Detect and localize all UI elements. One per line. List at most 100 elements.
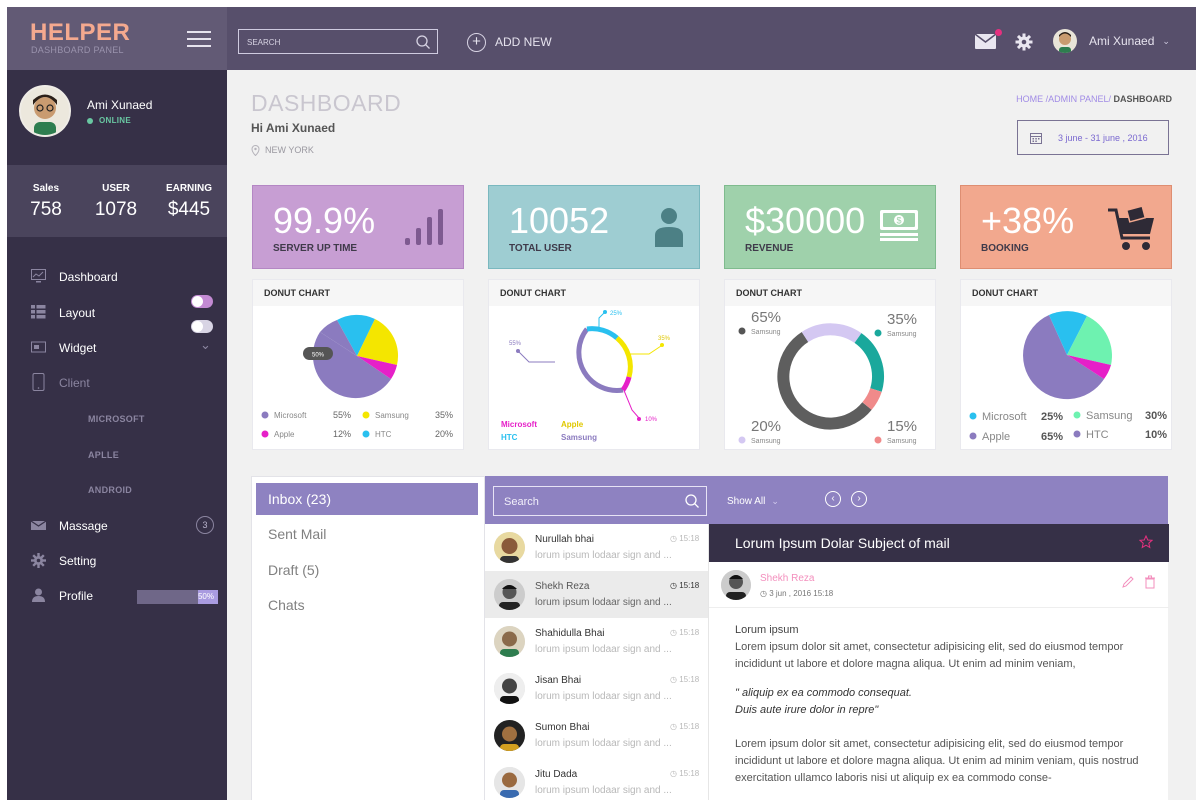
message-time: ◷ 15:18: [670, 722, 700, 731]
donut-chart-4: DONUT CHART Microsoft 25% Samsung 30% Appl…: [960, 279, 1172, 450]
legend-label: Apple: [982, 431, 1010, 443]
avatar[interactable]: [19, 85, 71, 137]
donut-3-svg: 65% Samsung 35% Samsung 20% Samsung 15% …: [738, 309, 917, 445]
sidebar-item-layout[interactable]: Layout: [7, 298, 227, 328]
ring-name: Samsung: [751, 329, 781, 336]
pie-slice-samsung: [357, 319, 399, 365]
sidebar-item-massage[interactable]: Massage: [7, 511, 227, 541]
trash-icon[interactable]: [1143, 575, 1157, 589]
location: NEW YORK: [251, 145, 314, 157]
folder-inbox[interactable]: Inbox (23): [256, 483, 478, 515]
user-name: Ami Xunaed: [1089, 34, 1155, 48]
legend-label: Apple: [561, 420, 584, 429]
search-icon[interactable]: [684, 493, 700, 509]
sidebar-item-client[interactable]: Client: [7, 368, 227, 398]
date-range-text: 3 june - 31 june , 2016: [1058, 133, 1148, 143]
ring-segment-apple: [615, 336, 633, 378]
client-sub-microsoft[interactable]: MICROSOFT: [88, 414, 145, 424]
top-search-input[interactable]: [247, 34, 407, 50]
legend-label: Microsoft: [274, 411, 307, 420]
sidebar: Ami Xunaed ONLINE Sales 758 USER 1078 EA…: [7, 70, 227, 800]
mail-search-input[interactable]: [504, 494, 674, 510]
cart-icon: [1108, 206, 1154, 250]
donut-title: DONUT CHART: [500, 288, 566, 298]
message-row[interactable]: Nurullah bhai lorum ipsum lodaar sign an…: [485, 524, 708, 571]
show-all-dropdown[interactable]: Show All ⌄: [727, 496, 779, 507]
stat-card-revenue[interactable]: $30000 REVENUE $: [724, 185, 936, 269]
message-row[interactable]: Jitu Dada lorum ipsum lodaar sign and ..…: [485, 759, 708, 800]
ring-label: 35%: [658, 336, 671, 342]
stat-card-server-uptime[interactable]: 99.9% SERVER UP TIME: [252, 185, 464, 269]
sidebar-item-widget[interactable]: Widget ⌄: [7, 333, 227, 363]
ring-value: 35%: [887, 311, 917, 328]
layout-toggle[interactable]: [191, 295, 213, 308]
mail-search: [493, 486, 707, 516]
sidebar-item-setting[interactable]: Setting: [7, 546, 227, 576]
sender-name[interactable]: Shekh Reza: [760, 573, 815, 584]
reader-meta: Shekh Reza ◷ 3 jun , 2016 15:18: [709, 562, 1169, 608]
menu-icon[interactable]: [187, 31, 211, 49]
sidebar-item-label: Client: [59, 376, 90, 390]
pie-slice-samsung: [1067, 316, 1112, 365]
message-row[interactable]: Sumon Bhai lorum ipsum lodaar sign and .…: [485, 712, 708, 759]
stat-card-total-user[interactable]: 10052 TOTAL USER: [488, 185, 700, 269]
folder-draft[interactable]: Draft (5): [268, 562, 320, 578]
pie-slice-microsoft-top: [320, 320, 357, 356]
pie-slice-microsoft: [312, 332, 391, 399]
legend-value: 55%: [333, 410, 351, 420]
legend-label: Microsoft: [982, 411, 1027, 423]
ring-segment-samsung: [576, 327, 624, 393]
message-reader: Lorum Ipsum Dolar Subject of mail Shekh …: [708, 524, 1169, 800]
legend-value: 65%: [1041, 431, 1063, 443]
donut-title: DONUT CHART: [736, 288, 802, 298]
user-menu[interactable]: Ami Xunaed ⌄: [1053, 28, 1170, 54]
folder-chats[interactable]: Chats: [268, 597, 305, 613]
message-row[interactable]: Shahidulla Bhai lorum ipsum lodaar sign …: [485, 618, 708, 665]
edit-icon[interactable]: [1121, 575, 1135, 589]
prev-button[interactable]: ‹: [825, 491, 841, 507]
sidebar-item-label: Layout: [59, 306, 96, 320]
donut-header: DONUT CHART: [725, 280, 935, 306]
gear-icon[interactable]: [1015, 33, 1033, 51]
bar-chart-icon: [405, 209, 443, 245]
folder-sent[interactable]: Sent Mail: [268, 526, 327, 542]
widget-toggle[interactable]: [191, 320, 213, 333]
add-new-button[interactable]: + ADD NEW: [467, 32, 552, 52]
avatar: [494, 673, 525, 704]
app-title: HELPER: [30, 19, 131, 46]
sidebar-item-profile[interactable]: Profile 50%: [7, 581, 227, 611]
sidebar-item-dashboard[interactable]: Dashboard: [7, 262, 227, 292]
phone-icon: [32, 373, 45, 391]
star-icon[interactable]: [1139, 535, 1153, 549]
message-preview: lorum ipsum lodaar sign and ...: [535, 785, 672, 796]
search-icon[interactable]: [415, 34, 431, 50]
legend-value: 20%: [435, 429, 453, 439]
legend-label: HTC: [375, 430, 392, 439]
message-time: ◷ 15:18: [670, 534, 700, 543]
donut-1-svg: 50% Microsoft 55% Samsung 35% Apple 12% HTC…: [261, 314, 453, 439]
client-sub-apple[interactable]: APLLE: [88, 450, 120, 460]
legend-value: 10%: [1145, 429, 1167, 441]
donut-chart-1: DONUT CHART 50% Microsoft 55% Samsung 35% …: [252, 279, 464, 450]
donut-header: DONUT CHART: [961, 280, 1171, 306]
stat-card-booking[interactable]: +38% BOOKING: [960, 185, 1172, 269]
avatar: [494, 720, 525, 751]
client-sub-android[interactable]: ANDROID: [88, 485, 133, 495]
date-range-picker[interactable]: 3 june - 31 june , 2016: [1017, 120, 1169, 155]
sidebar-item-label: Setting: [59, 554, 97, 568]
message-row[interactable]: Shekh Reza lorum ipsum lodaar sign and .…: [485, 571, 708, 618]
avatar: [721, 570, 751, 600]
message-row[interactable]: Jisan Bhai lorum ipsum lodaar sign and .…: [485, 665, 708, 712]
top-bar: HELPER DASHBOARD PANEL + ADD NEW Ami Xun…: [7, 7, 1196, 70]
pie-badge-text: 50%: [312, 353, 325, 359]
sender-name: Shahidulla Bhai: [535, 628, 605, 639]
breadcrumb-path[interactable]: HOME /ADMIN PANEL/: [1016, 94, 1111, 104]
clock-icon: ◷: [670, 722, 680, 731]
sidebar-stats: Sales 758 USER 1078 EARNING $445: [7, 165, 227, 237]
card-caption: REVENUE: [745, 243, 794, 254]
avatar: [494, 532, 525, 563]
mail-icon[interactable]: [975, 34, 996, 49]
card-value: +38%: [981, 200, 1075, 241]
next-button[interactable]: ›: [851, 491, 867, 507]
pie-slice-htc: [1067, 355, 1111, 379]
